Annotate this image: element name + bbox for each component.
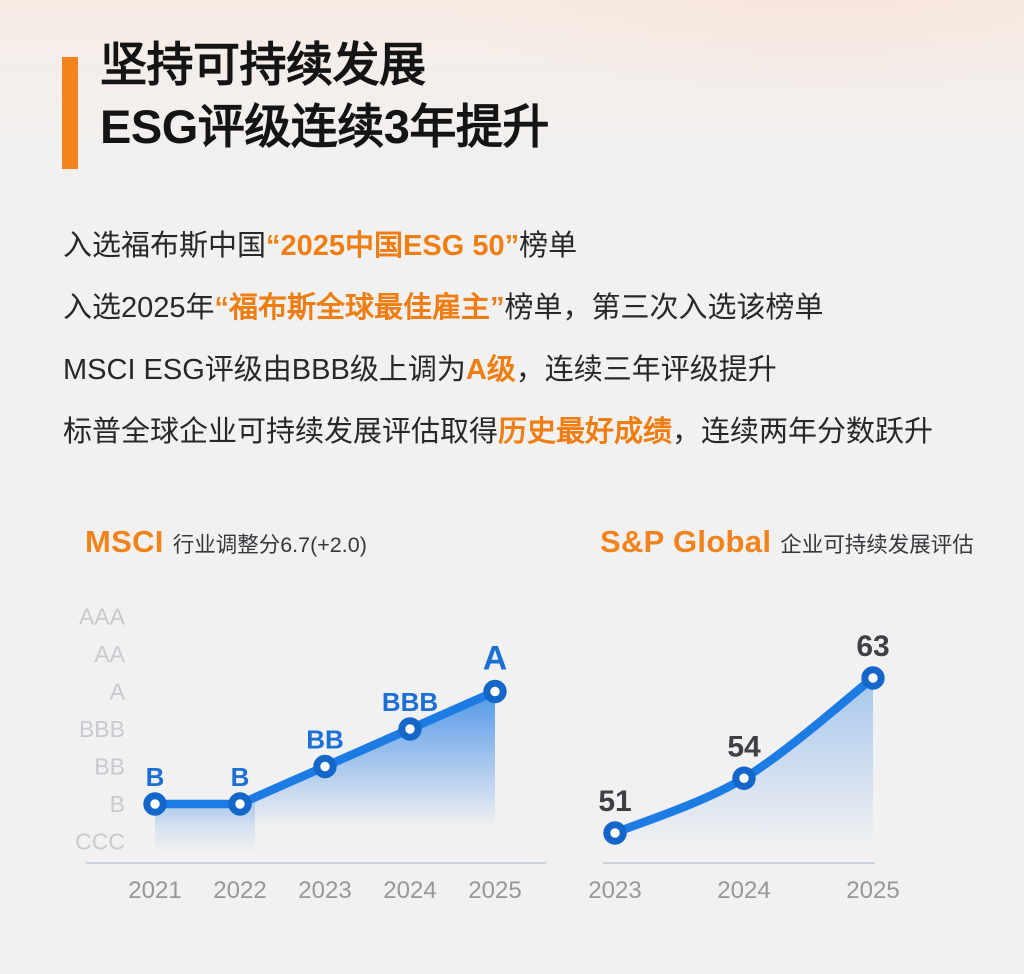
msci-chart-header: MSCI 行业调整分6.7(+2.0) [85, 524, 367, 560]
svg-text:BB: BB [306, 725, 344, 755]
title-accent-bar [62, 57, 78, 169]
highlight-text: ，连续三年评级提升 [515, 354, 777, 386]
highlight-text: 标普全球企业可持续发展评估取得 [63, 416, 499, 448]
highlight-text: 榜单 [519, 230, 578, 262]
sp-global-score-line-chart: 51 54 63 2023 2024 2025 [588, 630, 899, 904]
svg-text:A: A [483, 640, 508, 678]
highlight-emphasis: “福布斯全球最佳雇主” [214, 292, 505, 324]
svg-text:2021: 2021 [128, 877, 181, 904]
svg-text:BBB: BBB [79, 716, 125, 742]
svg-text:CCC: CCC [75, 829, 125, 855]
svg-text:54: 54 [727, 730, 761, 763]
highlight-emphasis: 历史最好成绩 [498, 416, 673, 448]
highlight-item-msci-upgrade: MSCI ESG评级由BBB级上调为A级，连续三年评级提升 [63, 339, 933, 401]
svg-text:B: B [110, 791, 125, 817]
svg-text:AAA: AAA [79, 604, 126, 630]
sp-global-chart-header: S&P Global 企业可持续发展评估 [600, 524, 974, 560]
highlight-text: ，连续两年分数跃升 [672, 416, 934, 448]
svg-text:B: B [146, 762, 165, 792]
svg-text:2023: 2023 [298, 877, 351, 904]
svg-text:2024: 2024 [383, 877, 436, 904]
msci-chart-subtitle: 行业调整分6.7(+2.0) [172, 533, 367, 557]
svg-text:AA: AA [94, 641, 125, 667]
svg-text:2024: 2024 [717, 877, 770, 904]
highlight-text: 入选2025年 [63, 292, 215, 324]
sp-global-logo: S&P Global [600, 524, 772, 559]
title-line-2: ESG评级连续3年提升 [100, 100, 549, 153]
highlight-text: 榜单，第三次入选该榜单 [504, 292, 824, 324]
highlight-item-best-employer: 入选2025年“福布斯全球最佳雇主”榜单，第三次入选该榜单 [63, 277, 933, 339]
page-title: 坚持可持续发展 ESG评级连续3年提升 [100, 34, 549, 158]
highlight-text: MSCI ESG评级由BBB级上调为 [63, 354, 466, 386]
svg-text:2022: 2022 [213, 877, 266, 904]
svg-text:B: B [231, 762, 250, 792]
svg-text:2025: 2025 [846, 877, 899, 904]
highlight-emphasis: A级 [465, 354, 516, 386]
highlights-list: 入选福布斯中国“2025中国ESG 50”榜单 入选2025年“福布斯全球最佳雇… [63, 215, 933, 463]
highlight-item-forbes-esg50: 入选福布斯中国“2025中国ESG 50”榜单 [63, 215, 933, 277]
svg-text:BBB: BBB [382, 687, 438, 717]
svg-text:A: A [110, 679, 126, 705]
highlight-text: 入选福布斯中国 [63, 230, 267, 262]
sp-global-chart-subtitle: 企业可持续发展评估 [780, 533, 974, 557]
title-line-1: 坚持可持续发展 [100, 38, 426, 91]
svg-text:2025: 2025 [468, 877, 521, 904]
svg-text:63: 63 [856, 630, 889, 663]
svg-text:2023: 2023 [588, 877, 641, 904]
svg-text:BB: BB [94, 754, 125, 780]
highlight-item-sp-score: 标普全球企业可持续发展评估取得历史最好成绩，连续两年分数跃升 [63, 401, 933, 463]
msci-logo: MSCI [85, 524, 164, 559]
highlight-emphasis: “2025中国ESG 50” [266, 230, 520, 262]
svg-text:51: 51 [598, 785, 631, 818]
